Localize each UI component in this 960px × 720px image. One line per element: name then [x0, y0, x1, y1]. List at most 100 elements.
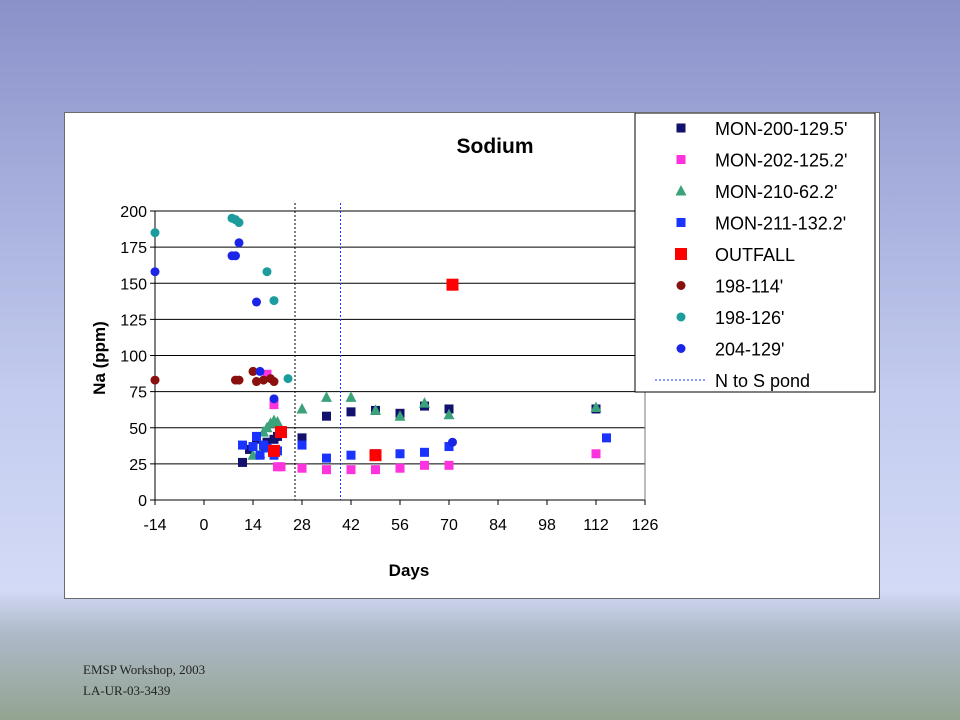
data-point — [269, 377, 279, 387]
data-point — [395, 449, 405, 459]
data-point — [297, 433, 307, 443]
data-point — [297, 463, 307, 473]
data-point — [420, 447, 429, 457]
legend-marker — [675, 248, 687, 260]
x-tick-label: 0 — [200, 517, 209, 534]
legend-marker — [676, 155, 686, 164]
legend-marker — [676, 123, 686, 133]
data-point — [448, 437, 457, 447]
x-tick-label: 14 — [244, 517, 262, 534]
series-7 — [150, 238, 457, 447]
legend-label: 198-126' — [715, 308, 785, 328]
data-point — [346, 465, 356, 475]
reference-lines — [294, 203, 341, 500]
legend-label: 198-114' — [715, 277, 783, 297]
data-point — [322, 453, 331, 463]
data-point — [297, 440, 307, 450]
y-tick-label: 75 — [129, 385, 147, 402]
y-tick-label: 0 — [138, 493, 147, 510]
data-points — [150, 213, 611, 475]
data-point — [395, 463, 405, 473]
data-point — [234, 218, 244, 228]
data-point — [275, 426, 287, 439]
legend-marker — [676, 218, 686, 227]
data-point — [346, 407, 356, 417]
data-point — [420, 460, 429, 470]
legend-label: MON-200-129.5' — [715, 119, 848, 139]
x-tick-label: 28 — [293, 517, 311, 534]
data-point — [255, 450, 265, 460]
data-point — [444, 442, 454, 452]
x-tick-label: 42 — [342, 517, 360, 534]
legend-label: MON-211-132.2' — [715, 214, 846, 234]
y-tick-label: 50 — [129, 421, 147, 438]
data-point — [150, 228, 160, 238]
legend-marker — [675, 185, 687, 196]
legend-marker — [676, 344, 686, 353]
data-point — [322, 411, 331, 421]
data-point — [346, 450, 356, 460]
y-tick-label: 100 — [120, 349, 147, 366]
footer-report-number: LA-UR-03-3439 — [83, 683, 171, 698]
data-point — [371, 465, 380, 475]
data-point — [602, 433, 611, 443]
data-point — [252, 431, 261, 441]
data-point — [591, 449, 601, 459]
data-point — [446, 278, 459, 291]
footer-workshop: EMSP Workshop, 2003 — [83, 662, 206, 677]
data-point — [150, 267, 160, 277]
data-point — [262, 267, 272, 277]
data-point — [238, 440, 247, 450]
data-point — [234, 375, 244, 385]
data-point — [296, 402, 308, 414]
x-tick-label: 56 — [391, 517, 409, 534]
data-point — [262, 443, 272, 453]
data-point — [272, 415, 283, 427]
x-tick-label: 112 — [583, 517, 609, 534]
series-3 — [238, 426, 611, 463]
data-point — [252, 377, 261, 387]
x-tick-label: 126 — [632, 517, 659, 534]
grid-lines — [155, 210, 645, 465]
data-point — [238, 457, 247, 467]
y-tick-label: 25 — [129, 457, 147, 474]
legend-label: 204-129' — [715, 340, 785, 360]
data-point — [262, 369, 272, 379]
data-point — [321, 391, 332, 402]
data-point — [443, 408, 455, 420]
y-axis-label: Na (ppm) — [90, 321, 109, 395]
x-tick-label: 70 — [440, 517, 458, 534]
series-4 — [268, 278, 459, 462]
data-point — [276, 462, 286, 472]
legend-label: MON-202-125.2' — [715, 151, 848, 171]
data-point — [283, 374, 293, 384]
data-point — [252, 297, 261, 307]
legend: MON-200-129.5' MON-202-125.2' MON-210-62.2… — [634, 113, 876, 393]
legend-marker — [676, 281, 686, 290]
tick-labels: 0 25 50 75 100 125 150 175 200 -14 0 14 28 42 56 70 84 98… — [120, 204, 658, 534]
y-tick-label: 200 — [120, 204, 147, 221]
data-point — [248, 366, 258, 376]
data-point — [150, 375, 160, 385]
y-tick-label: 175 — [120, 240, 147, 257]
legend-label: MON-210-62.2' — [715, 182, 837, 202]
x-tick-label: 98 — [538, 517, 556, 534]
data-point — [269, 394, 279, 404]
data-point — [444, 460, 454, 470]
data-point — [255, 366, 265, 376]
data-point — [268, 444, 280, 457]
x-axis-label: Days — [389, 561, 430, 580]
chart-panel: 0 25 50 75 100 125 150 175 200 -14 0 14 28 42 56 70 84 98… — [64, 112, 880, 599]
data-point — [269, 296, 279, 306]
data-point — [345, 391, 357, 402]
sodium-scatter-chart: 0 25 50 75 100 125 150 175 200 -14 0 14 28 42 56 70 84 98… — [90, 113, 876, 580]
series-5 — [150, 366, 279, 387]
data-point — [259, 375, 268, 385]
chart-title: Sodium — [457, 135, 534, 158]
x-tick-label: -14 — [143, 517, 166, 534]
axes — [150, 210, 646, 505]
data-point — [394, 410, 406, 421]
y-tick-label: 125 — [120, 312, 147, 329]
data-point — [269, 400, 279, 410]
data-point — [231, 251, 240, 261]
